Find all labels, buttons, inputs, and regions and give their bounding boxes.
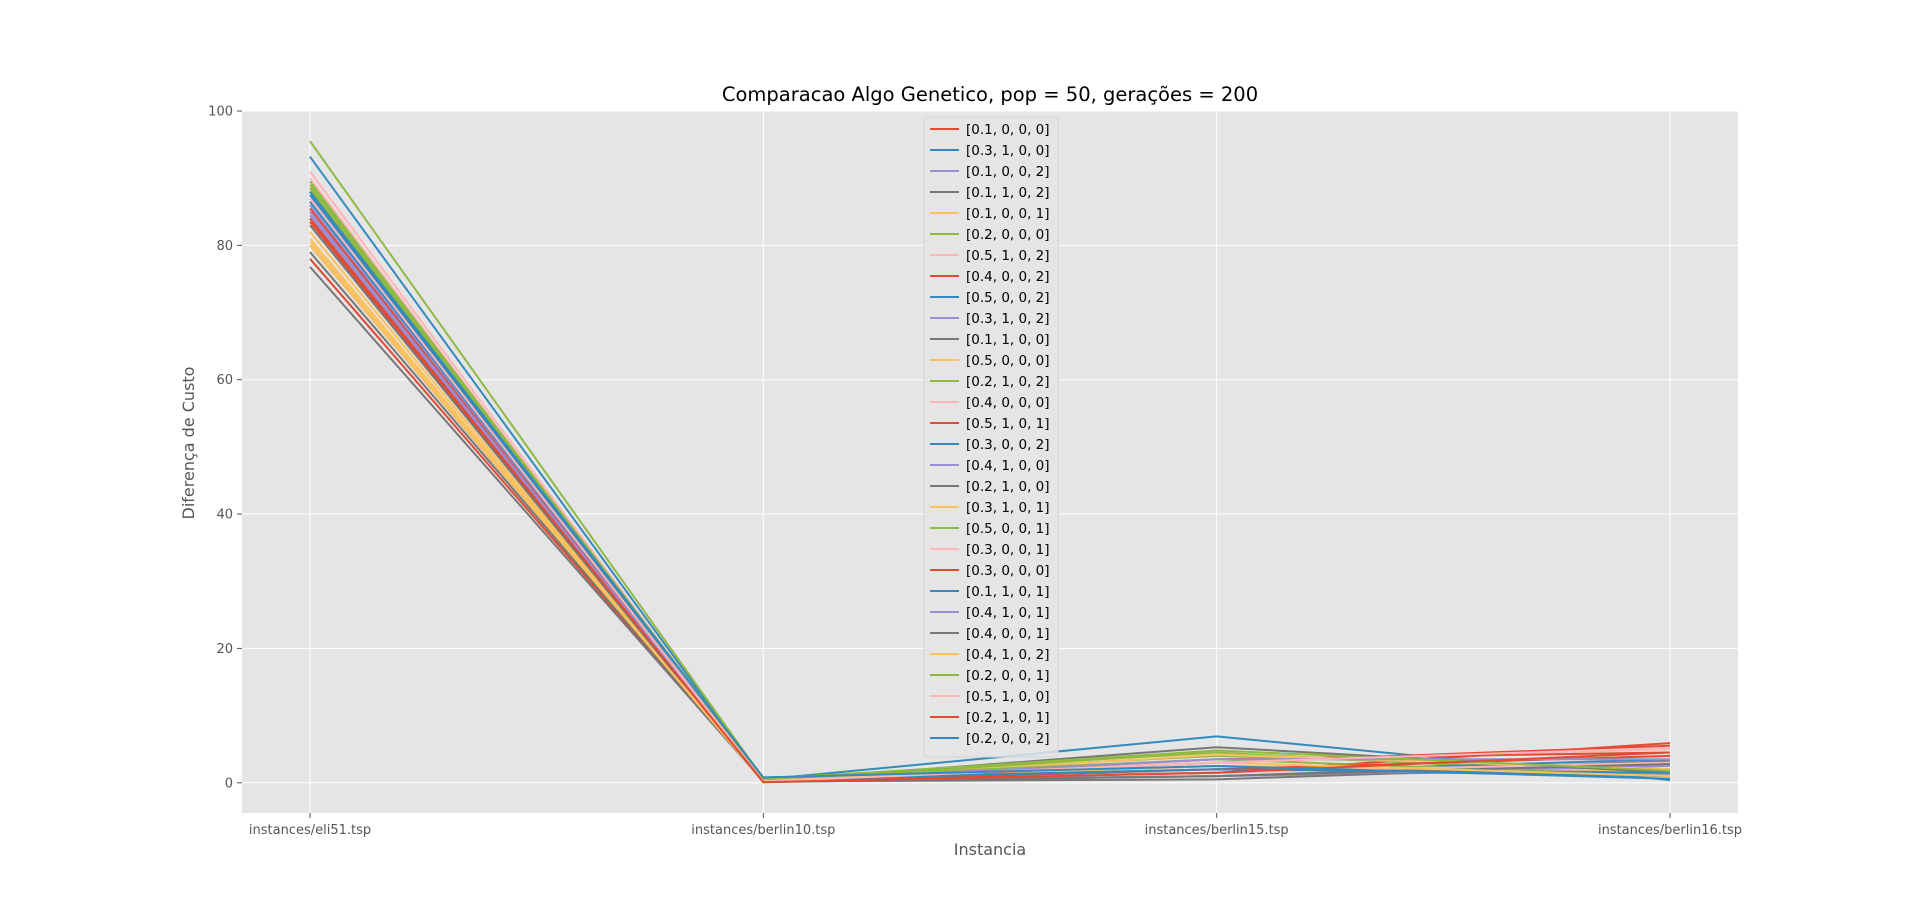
legend-label: [0.3, 0, 0, 0] [966,563,1050,579]
legend-label: [0.4, 0, 0, 0] [966,395,1050,411]
legend-label: [0.5, 1, 0, 2] [966,248,1050,264]
x-tick-label: instances/berlin16.tsp [1598,823,1742,838]
legend-label: [0.3, 0, 0, 1] [966,542,1050,558]
legend-label: [0.5, 1, 0, 0] [966,689,1050,705]
legend-label: [0.1, 1, 0, 1] [966,584,1050,600]
legend: [0.1, 0, 0, 0] [0.3, 1, 0, 0] [0.1, 0, 0, … [923,116,1059,758]
legend-label: [0.5, 0, 0, 0] [966,353,1050,369]
legend-label: [0.2, 0, 0, 1] [966,668,1050,684]
legend-label: [0.4, 1, 0, 2] [966,647,1050,663]
series-line [309,180,1671,781]
y-tick-label: 40 [216,508,233,523]
series-line [309,156,1671,782]
series-line [309,211,1670,783]
legend-label: [0.2, 1, 0, 1] [966,710,1050,726]
legend-label: [0.5, 0, 0, 2] [966,290,1050,306]
legend-label: [0.1, 0, 0, 0] [966,122,1050,138]
legend-label: [0.5, 1, 0, 1] [966,416,1050,432]
legend-label: [0.3, 1, 0, 2] [966,311,1050,327]
legend-label: [0.4, 1, 0, 0] [966,458,1050,474]
legend-label: [0.5, 0, 0, 1] [966,521,1050,537]
y-tick-label: 20 [216,642,233,657]
y-axis-label: Diferença de Custo [179,367,198,520]
x-tick-label: instances/eli51.tsp [249,823,371,838]
x-tick-label: instances/berlin10.tsp [691,823,835,838]
legend-label: [0.1, 1, 0, 2] [966,185,1050,201]
legend-label: [0.2, 0, 0, 2] [966,731,1050,747]
legend-label: [0.3, 0, 0, 2] [966,437,1050,453]
legend-label: [0.1, 0, 0, 1] [966,206,1050,222]
x-tick-label: instances/berlin15.tsp [1145,823,1289,838]
legend-label: [0.2, 1, 0, 2] [966,374,1050,390]
legend-label: [0.4, 0, 0, 1] [966,626,1050,642]
chart-title: Comparacao Algo Genetico, pop = 50, gera… [722,83,1258,106]
legend-label: [0.1, 1, 0, 0] [966,332,1050,348]
y-axis-ticks: 0 20 40 60 80 100 [208,105,242,791]
x-axis-label: Instancia [954,840,1026,859]
y-tick-label: 100 [208,105,233,120]
y-tick-label: 0 [225,776,233,791]
y-tick-label: 60 [216,373,233,388]
legend-label: [0.3, 1, 0, 0] [966,143,1050,159]
legend-label: [0.1, 0, 0, 2] [966,164,1050,180]
legend-label: [0.2, 0, 0, 0] [966,227,1050,243]
legend-label: [0.2, 1, 0, 0] [966,479,1050,495]
legend-label: [0.3, 1, 0, 1] [966,500,1050,516]
series-line [309,217,1671,784]
y-tick-label: 80 [216,239,233,254]
legend-label: [0.4, 0, 0, 2] [966,269,1050,285]
x-axis-ticks: instances/eli51.tsp instances/berlin10.ts… [249,813,1742,838]
legend-label: [0.4, 1, 0, 1] [966,605,1050,621]
series-lines [309,140,1671,784]
series-line [309,190,1671,780]
